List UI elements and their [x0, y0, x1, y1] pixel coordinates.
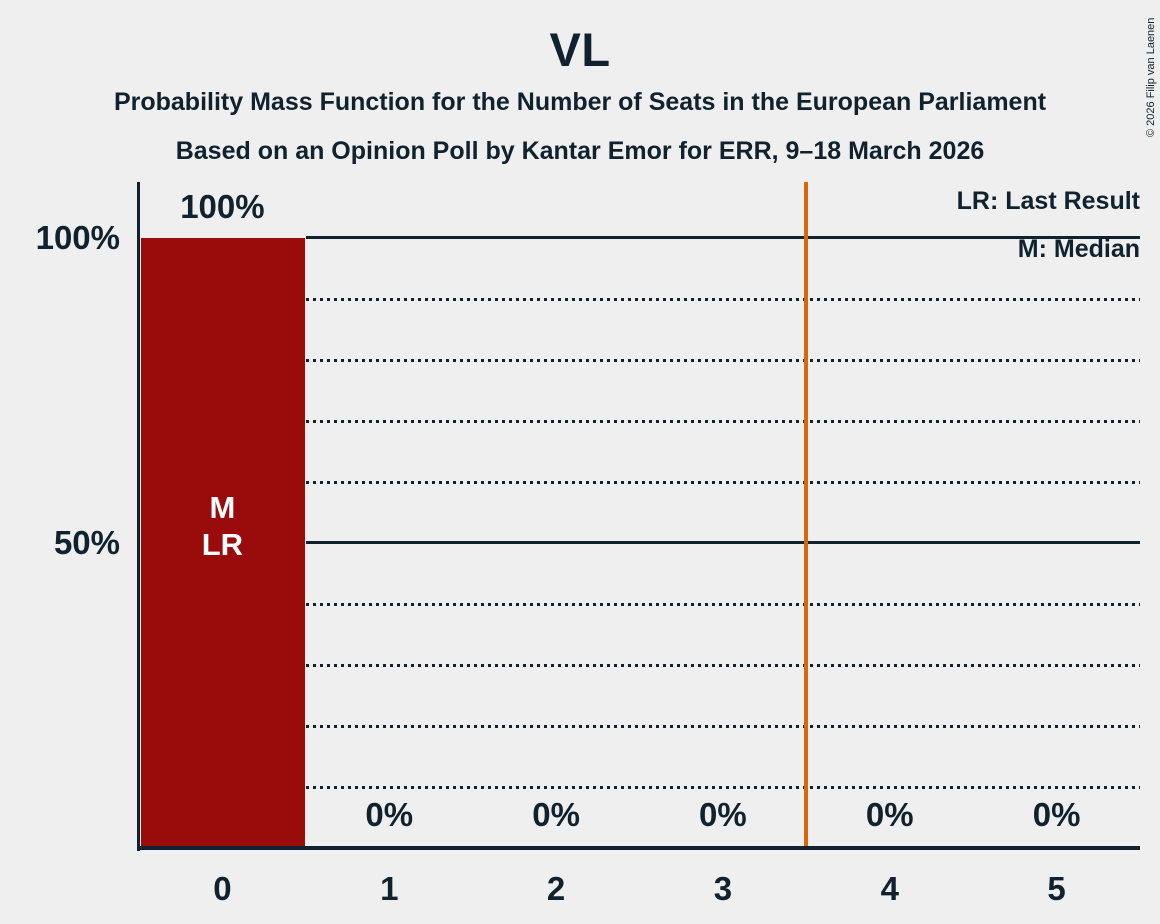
bar-annotation-0: M LR: [142, 489, 302, 563]
bar-annotation-line-m: M: [209, 490, 236, 525]
bar-annotation-line-lr: LR: [201, 527, 244, 562]
bar-value-label-5: 0%: [1032, 796, 1081, 833]
gridline-solid-100: [306, 236, 1140, 239]
bar-value-label-0: 100%: [180, 188, 265, 225]
bar-seats-0: [141, 238, 305, 846]
x-tick-label-4: 4: [880, 870, 899, 907]
y-tick-label-100: 100%: [35, 219, 120, 256]
majority-threshold-line: [804, 182, 809, 848]
gridline-dotted-10: [306, 786, 1140, 789]
y-tick-label-50: 50%: [53, 524, 120, 561]
bar-value-label-3: 0%: [699, 796, 747, 833]
bar-value-label-2: 0%: [532, 796, 580, 833]
legend-last-result: LR: Last Result: [956, 187, 1140, 215]
x-tick-label-0: 0: [213, 870, 232, 907]
bar-value-label-4: 0%: [865, 796, 914, 833]
chart-subtitle-source: Based on an Opinion Poll by Kantar Emor …: [175, 137, 985, 165]
legend-median: M: Median: [1017, 235, 1140, 263]
y-axis-line: [137, 182, 140, 851]
chart-subtitle-main: Probability Mass Function for the Number…: [113, 88, 1047, 116]
gridline-dotted-70: [306, 420, 1140, 423]
bar-value-label-1: 0%: [365, 796, 414, 833]
gridline-dotted-80: [306, 359, 1140, 362]
gridline-dotted-90: [306, 298, 1140, 301]
x-tick-label-2: 2: [546, 870, 566, 907]
x-tick-label-5: 5: [1047, 870, 1066, 907]
gridline-solid-50: [306, 541, 1140, 544]
gridline-dotted-30: [306, 664, 1140, 667]
gridline-dotted-40: [306, 603, 1140, 606]
x-axis-line: [137, 846, 1140, 850]
gridline-dotted-60: [306, 481, 1140, 484]
gridline-dotted-20: [306, 725, 1140, 728]
x-tick-label-3: 3: [713, 870, 733, 907]
x-tick-label-1: 1: [380, 870, 399, 907]
chart-title: VL: [549, 23, 611, 76]
